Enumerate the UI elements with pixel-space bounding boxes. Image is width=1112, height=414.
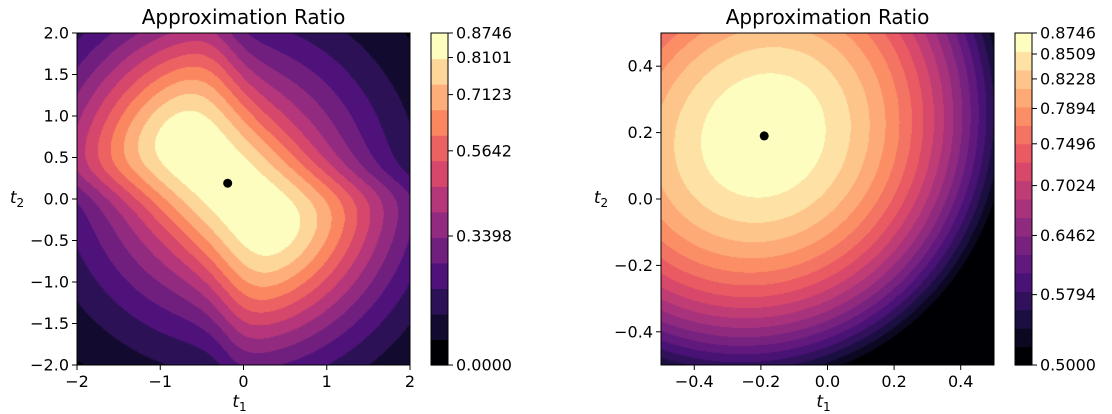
- optimum-point-marker: [223, 178, 233, 188]
- colorbar: 0.0000 0.3398 0.5642 0.7123 0.8101 0.8746: [430, 24, 512, 375]
- y-tick-label: −0.2: [614, 256, 653, 275]
- colorbar-level: [431, 109, 448, 136]
- colorbar-tick-label: 0.7894: [1040, 99, 1096, 118]
- colorbar-level: [1015, 69, 1032, 89]
- colorbar-tick-label: 0.7496: [1040, 134, 1096, 153]
- colorbar-tick-label: 0.3398: [456, 227, 512, 246]
- colorbar-level: [431, 58, 448, 85]
- colorbar-tick-label: 0.7024: [1040, 176, 1096, 195]
- colorbar-level: [1015, 291, 1032, 311]
- colorbar-level: [1015, 143, 1032, 163]
- colorbar-level: [1015, 272, 1032, 292]
- x-tick-label: −0.4: [675, 372, 714, 391]
- colorbar-tick-label: 0.8746: [456, 24, 512, 43]
- colorbar-level: [431, 186, 448, 213]
- y-axis-label: t2: [594, 188, 608, 210]
- contour-surface: [661, 33, 994, 365]
- y-tick-label: 0.4: [628, 57, 653, 76]
- x-tick-label: −2: [65, 372, 89, 391]
- colorbar-level: [1015, 162, 1032, 182]
- x-axis-label: t1: [232, 392, 246, 414]
- colorbar-level: [431, 262, 448, 289]
- colorbar-level: [1015, 106, 1032, 126]
- y-tick-label: 1.5: [44, 65, 69, 84]
- colorbar-level: [1015, 309, 1032, 329]
- x-tick-label: −0.2: [741, 372, 780, 391]
- colorbar-level: [1015, 33, 1032, 53]
- colorbar-tick-label: 0.8509: [1040, 45, 1096, 64]
- colorbar-tick-label: 0.5000: [1040, 356, 1096, 375]
- y-tick-label: 0.0: [44, 190, 69, 209]
- x-axis-label: t1: [816, 392, 830, 414]
- y-tick-label: −0.4: [614, 322, 653, 341]
- colorbar-level: [1015, 125, 1032, 145]
- colorbar-level: [1015, 51, 1032, 71]
- colorbar-tick-label: 0.6462: [1040, 226, 1096, 245]
- chart-panel-2: Approximation Ratio −0.4 −0.2 0.0 0.2 0.4 −0.4…: [594, 5, 1096, 414]
- x-tick-label: 2: [405, 372, 415, 391]
- colorbar-level: [431, 33, 448, 60]
- colorbar-level: [431, 313, 448, 341]
- y-tick-label: −1.5: [30, 314, 69, 333]
- y-tick-label: 2.0: [44, 24, 69, 43]
- x-tick-label: 0.0: [815, 372, 840, 391]
- colorbar-frame: [1014, 32, 1033, 366]
- colorbar-frame: [430, 32, 449, 366]
- x-tick-label: −1: [148, 372, 172, 391]
- colorbar-tick-label: 0.7123: [456, 85, 512, 104]
- colorbar-level: [431, 84, 448, 111]
- colorbar-level: [1015, 180, 1032, 200]
- colorbar-level: [431, 288, 448, 315]
- x-tick-label: 1: [322, 372, 332, 391]
- colorbar-tick-label: 0.8101: [456, 48, 512, 67]
- colorbar-level: [431, 135, 448, 162]
- y-tick-label: 0.0: [628, 190, 653, 209]
- y-tick-label: 0.2: [628, 123, 653, 142]
- colorbar-tick-label: 0.5642: [456, 141, 512, 160]
- colorbar-level: [1015, 328, 1032, 348]
- colorbar-tick-label: 0.8746: [1040, 24, 1096, 43]
- y-axis-label: t2: [10, 188, 24, 210]
- colorbar-level: [431, 160, 448, 187]
- chart-title: Approximation Ratio: [142, 5, 346, 29]
- colorbar-level: [1015, 88, 1032, 108]
- colorbar: 0.5000 0.5794 0.6462 0.7024 0.7496 0.7894 0.82…: [1014, 24, 1096, 375]
- chart-panel-1: Approximation Ratio −2 −1 0 1 2 −2.0 −1.5 −1.0 −0…: [10, 5, 512, 414]
- y-tick-label: −1.0: [30, 273, 69, 292]
- contour-surface: [77, 33, 410, 365]
- colorbar-level: [1015, 346, 1032, 366]
- x-tick-label: 0.4: [948, 372, 973, 391]
- chart-title: Approximation Ratio: [726, 5, 930, 29]
- colorbar-level: [1015, 235, 1032, 255]
- colorbar-tick-label: 0.8228: [1040, 69, 1096, 88]
- colorbar-level: [1015, 199, 1032, 219]
- colorbar-level: [431, 211, 448, 238]
- colorbar-level: [431, 237, 448, 264]
- y-tick-label: −0.5: [30, 231, 69, 250]
- y-tick-label: 1.0: [44, 107, 69, 126]
- optimum-point-marker: [759, 131, 769, 141]
- y-tick-label: 0.5: [44, 148, 69, 167]
- colorbar-tick-label: 0.0000: [456, 356, 512, 375]
- colorbar-level: [1015, 254, 1032, 274]
- colorbar-level: [431, 339, 448, 366]
- colorbar-level: [1015, 217, 1032, 237]
- x-tick-label: 0: [238, 372, 248, 391]
- colorbar-tick-label: 0.5794: [1040, 285, 1096, 304]
- y-tick-label: −2.0: [30, 356, 69, 375]
- x-tick-label: 0.2: [881, 372, 906, 391]
